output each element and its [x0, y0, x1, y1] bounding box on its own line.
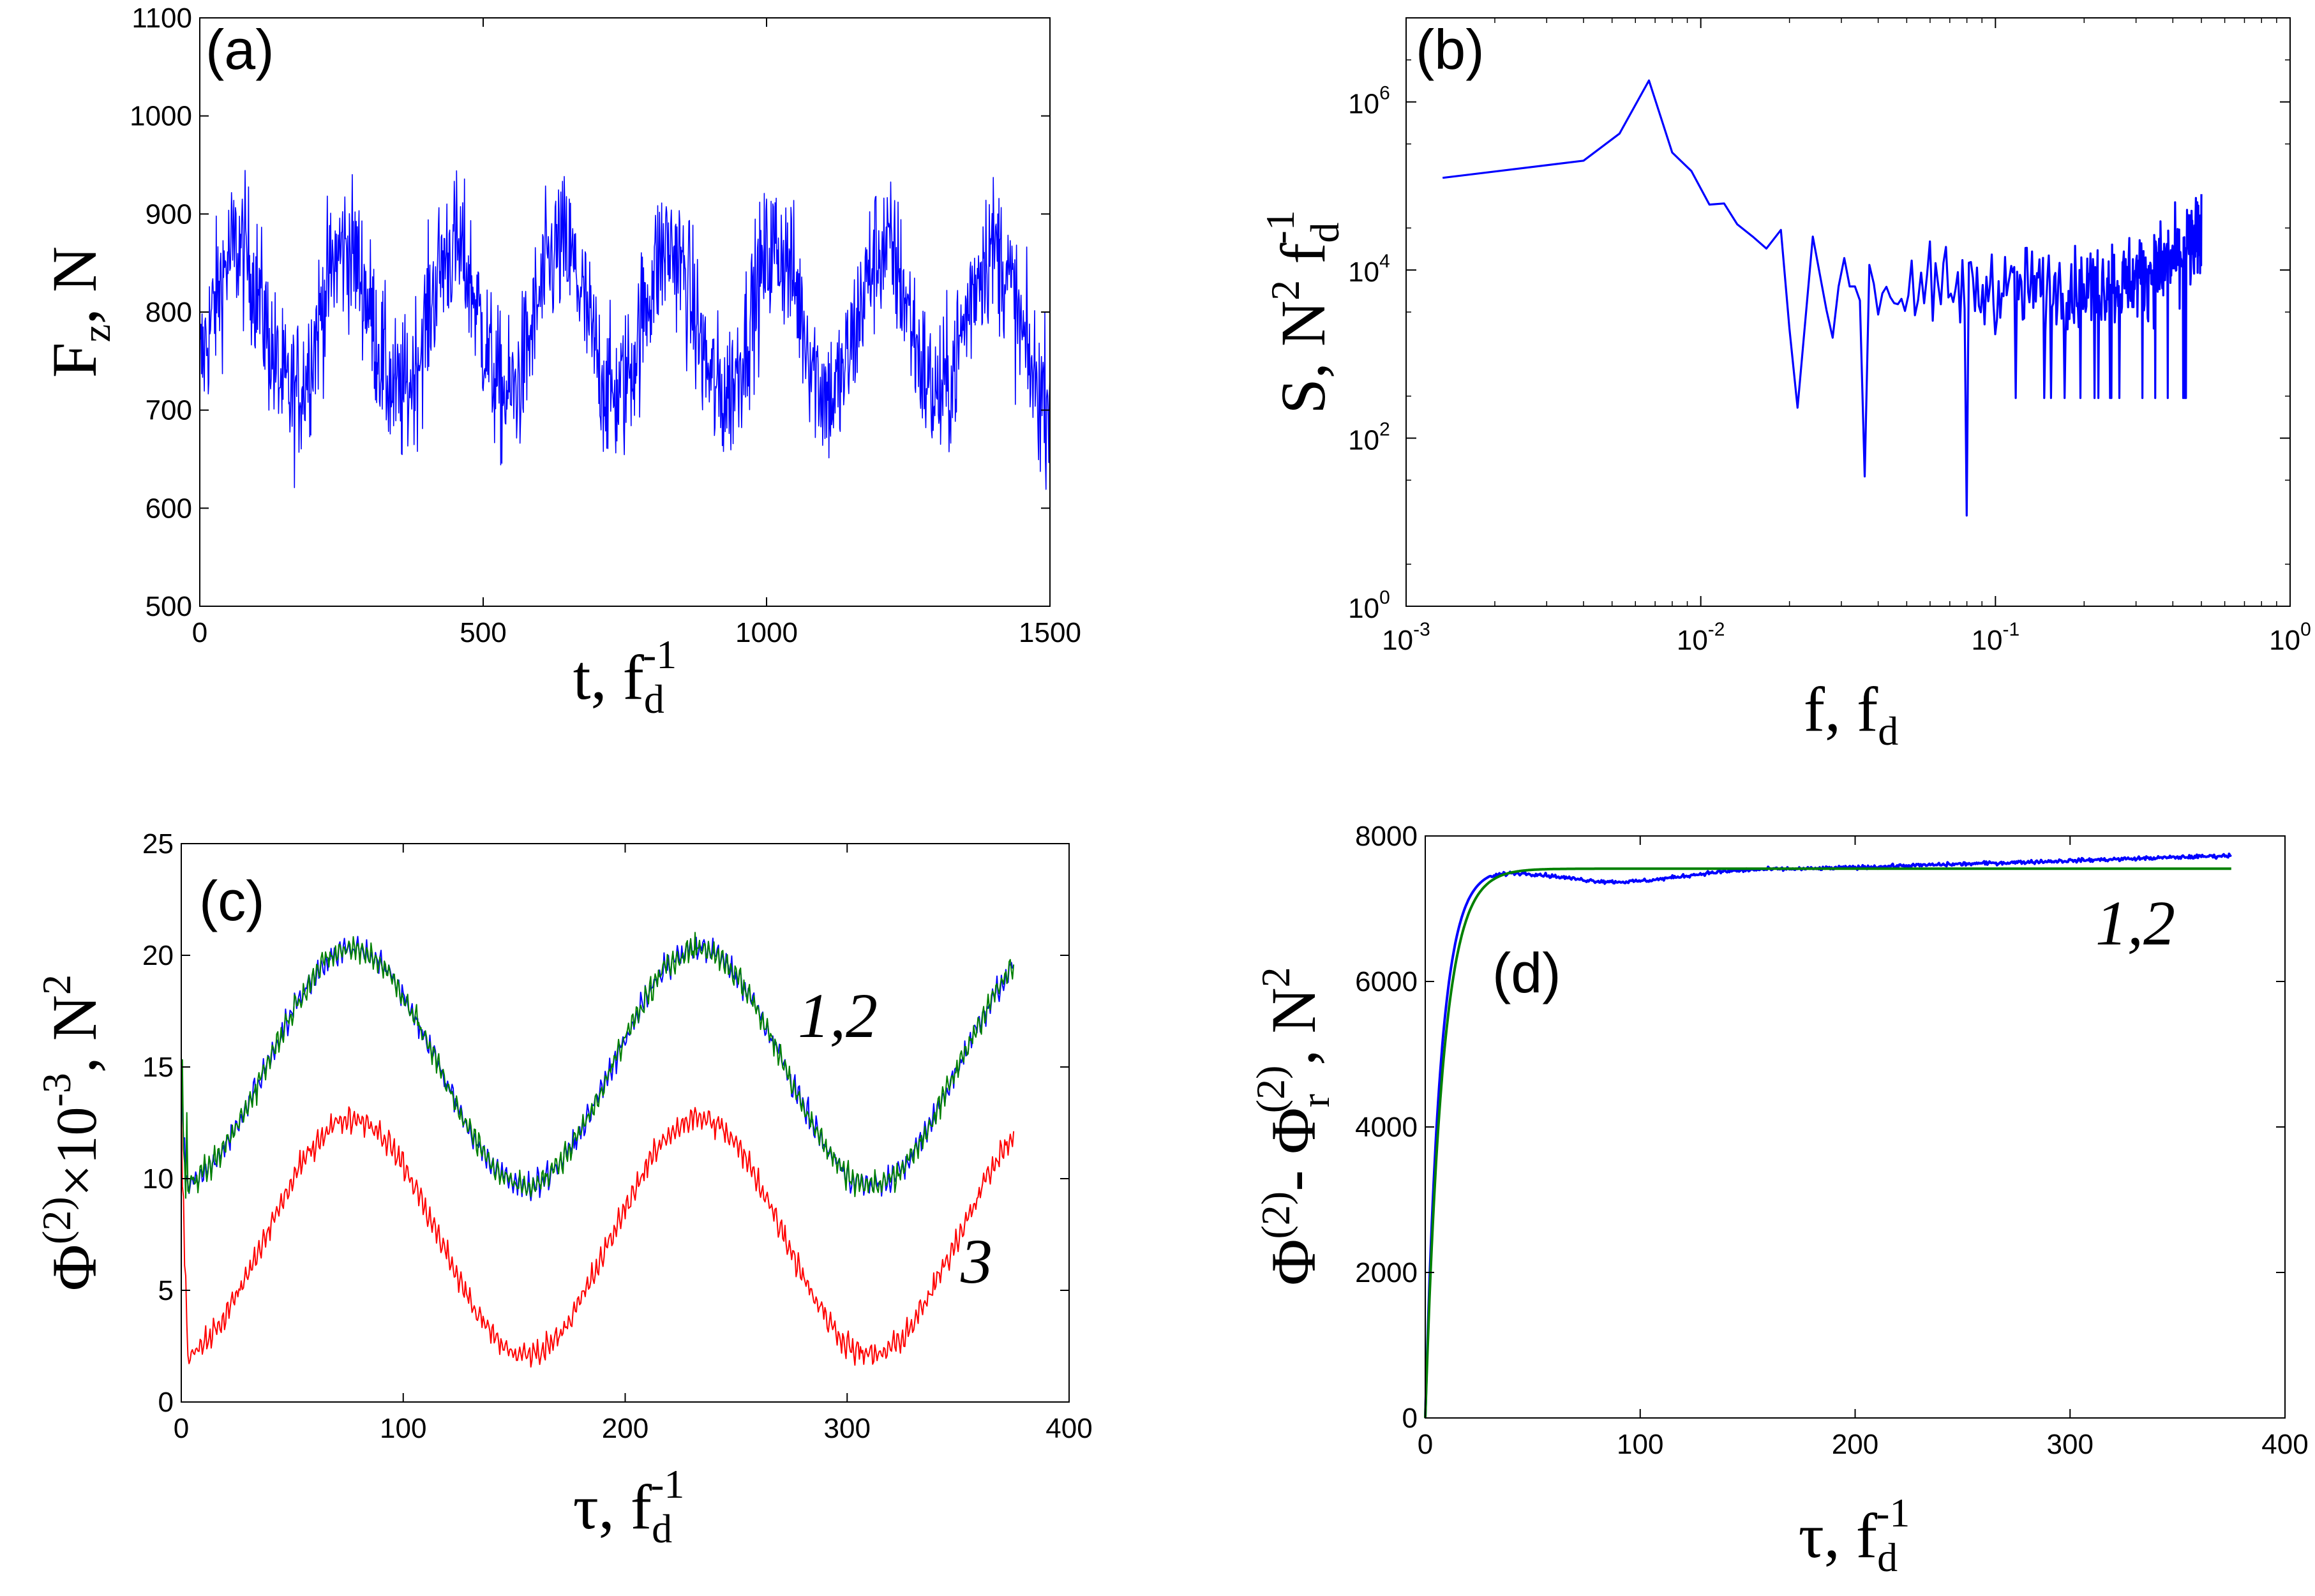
- ytick-label: 20: [142, 940, 174, 971]
- xtick-label: 100: [380, 1413, 426, 1444]
- ytick-label: 102: [1348, 419, 1390, 456]
- xtick-label: 400: [2261, 1429, 2308, 1460]
- ytick-label: 10: [142, 1163, 174, 1195]
- panel-label: (b): [1416, 18, 1485, 81]
- x-axis-label: t, fd-1: [573, 632, 677, 722]
- ytick-label: 0: [1402, 1403, 1418, 1434]
- series-Fz: [199, 170, 1051, 490]
- ytick-label: 106: [1348, 83, 1390, 120]
- xtick-label: 300: [824, 1413, 871, 1444]
- xtick-label: 100: [1617, 1429, 1663, 1460]
- panel-c: 0 100 200 300 400 0 5 10 15 20 25 (c) 1,2 3 τ, fd-1 Φ(2…: [34, 828, 1093, 1551]
- ytick-label: 0: [158, 1387, 174, 1418]
- ytick-label: 15: [142, 1052, 174, 1083]
- y-axis-label: Φ(2)- Φr(2), N2: [1248, 967, 1338, 1285]
- xtick-label: 10-2: [1677, 619, 1725, 656]
- ytick-label: 1000: [130, 101, 192, 132]
- ytick-label: 5: [158, 1275, 174, 1306]
- xtick-label: 500: [460, 617, 506, 648]
- xtick-label: 1000: [735, 617, 798, 648]
- xtick-label: 100: [2269, 619, 2311, 656]
- x-axis-label: f, fd: [1804, 674, 1899, 754]
- panel-b: 10-3 10-2 10-1 100 100 102 104 106 (b) f, fd S, N2…: [1257, 17, 2311, 754]
- ytick-label: 25: [142, 828, 174, 860]
- series-2: [181, 932, 1015, 1199]
- xtick-label: 0: [174, 1413, 189, 1444]
- xtick-label: 0: [192, 617, 207, 648]
- ytick-label: 900: [146, 198, 192, 230]
- series-2: [1424, 867, 2232, 1419]
- panel-label: (d): [1492, 941, 1561, 1004]
- xtick-label: 300: [2047, 1429, 2094, 1460]
- xtick-label: 200: [602, 1413, 648, 1444]
- panel-label: (a): [206, 18, 274, 81]
- series-S: [1442, 79, 2203, 517]
- ytick-label: 100: [1348, 587, 1390, 624]
- x-axis-label: τ, fd-1: [1799, 1490, 1910, 1580]
- ytick-label: 2000: [1355, 1257, 1418, 1288]
- ytick-label: 700: [146, 395, 192, 426]
- ytick-label: 800: [146, 297, 192, 328]
- xtick-label: 400: [1045, 1413, 1092, 1444]
- plot-frame-b: [1405, 17, 2291, 607]
- panel-label: (c): [199, 869, 265, 932]
- xtick-label: 0: [1418, 1429, 1433, 1460]
- series-3: [181, 1101, 1015, 1368]
- ytick-label: 8000: [1355, 821, 1418, 852]
- x-axis-label: τ, fd-1: [573, 1461, 685, 1551]
- y-axis-label: S, N2 fd-1: [1257, 210, 1347, 414]
- ytick-label: 500: [146, 591, 192, 622]
- ytick-label: 1100: [131, 3, 192, 34]
- y-axis-label: Φ(2)×10-3, N2: [34, 974, 110, 1291]
- curve-label-12: 1,2: [2095, 888, 2175, 958]
- xtick-label: 200: [1832, 1429, 1878, 1460]
- curve-label-12: 1,2: [798, 980, 878, 1051]
- plot-frame-a: [199, 17, 1051, 607]
- xtick-label: 10-1: [1972, 619, 2020, 656]
- xtick-label: 10-3: [1382, 619, 1430, 656]
- ytick-label: 600: [146, 493, 192, 524]
- ytick-label: 4000: [1355, 1112, 1418, 1143]
- ytick-label: 104: [1348, 251, 1390, 288]
- ytick-label: 6000: [1355, 966, 1418, 997]
- y-axis-label: Fz, N: [39, 246, 119, 378]
- xtick-label: 1500: [1019, 617, 1081, 648]
- curve-label-3: 3: [960, 1226, 993, 1297]
